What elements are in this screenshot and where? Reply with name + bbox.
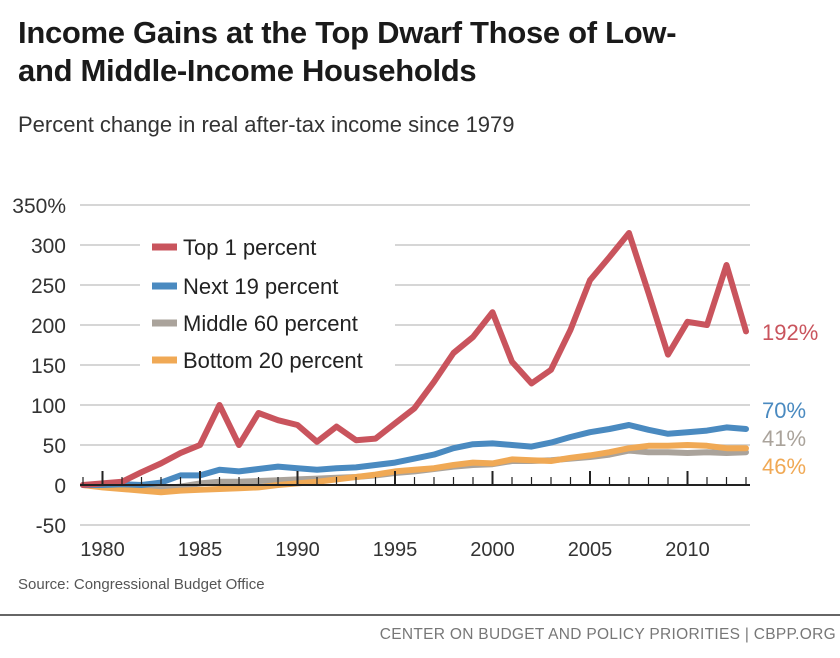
x-tick-label: 2005 (568, 539, 613, 561)
y-tick-label: 100 (31, 395, 66, 418)
end-value-label: 41% (762, 426, 806, 451)
y-tick-label: 50 (43, 435, 66, 458)
source-note: Source: Congressional Budget Office (18, 576, 265, 593)
x-tick-label: 2000 (470, 539, 515, 561)
x-tick-label: 1980 (80, 539, 125, 561)
end-value-label: 46% (762, 454, 806, 479)
x-tick-label: 1990 (275, 539, 320, 561)
series-line-next-19-percent (80, 422, 749, 488)
end-value-label: 192% (762, 320, 818, 345)
y-tick-label: 150 (31, 355, 66, 378)
chart-title: Income Gains at the Top Dwarf Those of L… (18, 14, 677, 90)
x-tick-label: 1985 (178, 539, 223, 561)
title-line-2: and Middle-Income Households (18, 53, 477, 88)
legend-label: Next 19 percent (183, 274, 338, 299)
title-line-1: Income Gains at the Top Dwarf Those of L… (18, 15, 677, 50)
legend-label: Top 1 percent (183, 235, 316, 260)
footer-credit: CENTER ON BUDGET AND POLICY PRIORITIES |… (379, 626, 836, 643)
series-line-bottom-20-percent (80, 442, 749, 496)
x-tick-label: 2010 (665, 539, 710, 561)
y-tick-label: 0 (54, 475, 66, 498)
legend-label: Middle 60 percent (183, 311, 358, 336)
y-tick-label: -50 (36, 515, 66, 538)
end-value-label: 70% (762, 398, 806, 423)
x-tick-label: 1995 (373, 539, 418, 561)
legend-background (140, 228, 395, 378)
legend-label: Bottom 20 percent (183, 348, 363, 373)
y-tick-label: 350% (12, 195, 66, 218)
series-line-top-1-percent (80, 230, 749, 488)
footer-divider (0, 614, 840, 616)
y-tick-label: 300 (31, 235, 66, 258)
y-tick-label: 250 (31, 275, 66, 298)
chart-subtitle: Percent change in real after-tax income … (18, 112, 515, 137)
y-tick-label: 200 (31, 315, 66, 338)
